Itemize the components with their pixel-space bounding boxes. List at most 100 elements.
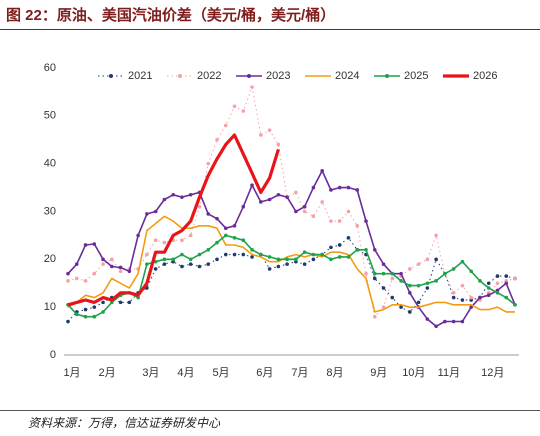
legend-label: 2024 (335, 70, 359, 82)
data-point (162, 257, 167, 262)
data-point (469, 269, 473, 274)
data-point (223, 252, 228, 257)
data-point (66, 279, 70, 283)
x-tick-label: 2月 (98, 367, 115, 379)
data-point (110, 257, 114, 262)
source-rule (0, 410, 540, 411)
data-point (329, 188, 333, 192)
data-point (302, 262, 307, 266)
data-point (302, 250, 307, 254)
data-point (162, 262, 167, 266)
data-point (337, 185, 342, 190)
data-point (223, 226, 228, 231)
data-point (486, 281, 491, 286)
data-point (337, 243, 342, 247)
data-point (66, 271, 70, 276)
data-point (460, 319, 465, 324)
legend-marker (178, 74, 182, 78)
x-tick-label: 8月 (326, 367, 343, 379)
data-point (267, 267, 272, 271)
data-point (425, 257, 430, 262)
x-tick-label: 12月 (481, 367, 504, 379)
data-point (145, 212, 149, 216)
data-point (127, 269, 132, 274)
data-point (92, 242, 97, 246)
data-point (250, 85, 254, 89)
data-point (443, 319, 447, 324)
data-point (390, 295, 395, 300)
legend-label: 2023 (266, 70, 290, 82)
data-point (83, 279, 88, 283)
data-point (83, 307, 88, 312)
x-tick-label: 9月 (370, 367, 387, 379)
data-point (372, 271, 377, 276)
data-point (276, 257, 281, 262)
data-point (101, 262, 105, 266)
data-point (425, 286, 430, 290)
data-point (460, 298, 465, 302)
data-point (416, 262, 421, 266)
data-point (451, 267, 456, 271)
source-note: 资料来源：万得，信达证券研发中心 (28, 416, 221, 430)
legend-label: 2026 (473, 70, 497, 82)
data-point (136, 233, 140, 238)
data-point (285, 257, 289, 262)
data-point (180, 264, 184, 269)
data-point (346, 236, 351, 240)
data-point (478, 279, 482, 283)
legend-label: 2022 (197, 70, 221, 82)
data-point (311, 252, 316, 257)
data-point (250, 247, 254, 252)
data-point (504, 281, 509, 286)
data-point (311, 257, 316, 262)
data-point (215, 240, 219, 245)
data-point (329, 257, 333, 262)
data-point (434, 233, 438, 238)
figure-title: 图 22：原油、美国汽油价差（美元/桶，美元/桶） (6, 7, 336, 24)
data-point (276, 192, 281, 197)
y-tick-label: 20 (44, 253, 56, 265)
data-point (232, 236, 237, 240)
data-point (408, 291, 412, 295)
data-point (337, 255, 342, 259)
legend-label: 2021 (128, 70, 152, 82)
data-point (478, 295, 482, 300)
y-tick-label: 0 (50, 349, 56, 361)
data-point (372, 314, 377, 319)
y-tick-label: 60 (44, 62, 56, 74)
y-tick-label: 40 (44, 158, 56, 170)
data-point (294, 190, 298, 195)
y-tick-label: 30 (44, 205, 56, 217)
series-line (67, 215, 515, 313)
data-point (399, 305, 403, 309)
data-point (451, 319, 456, 324)
data-point (372, 276, 377, 281)
data-point (311, 185, 316, 190)
data-point (267, 255, 272, 259)
data-point (364, 271, 368, 276)
data-point (188, 257, 193, 262)
data-point (241, 238, 246, 242)
data-point (443, 271, 447, 276)
data-point (399, 271, 403, 276)
data-point (381, 286, 386, 290)
data-point (267, 197, 272, 202)
data-point (232, 104, 237, 109)
data-point (215, 216, 219, 221)
data-point (399, 279, 403, 283)
data-point (232, 224, 237, 228)
data-point (136, 295, 140, 300)
data-point (416, 283, 421, 288)
data-point (320, 200, 324, 204)
data-point (302, 204, 307, 209)
data-point (232, 252, 237, 257)
data-point (408, 267, 412, 271)
legend-marker (109, 74, 113, 78)
legend-label: 2025 (404, 70, 428, 82)
data-point (504, 274, 509, 278)
data-point (153, 238, 158, 242)
data-point (110, 264, 114, 269)
data-point (83, 243, 88, 247)
